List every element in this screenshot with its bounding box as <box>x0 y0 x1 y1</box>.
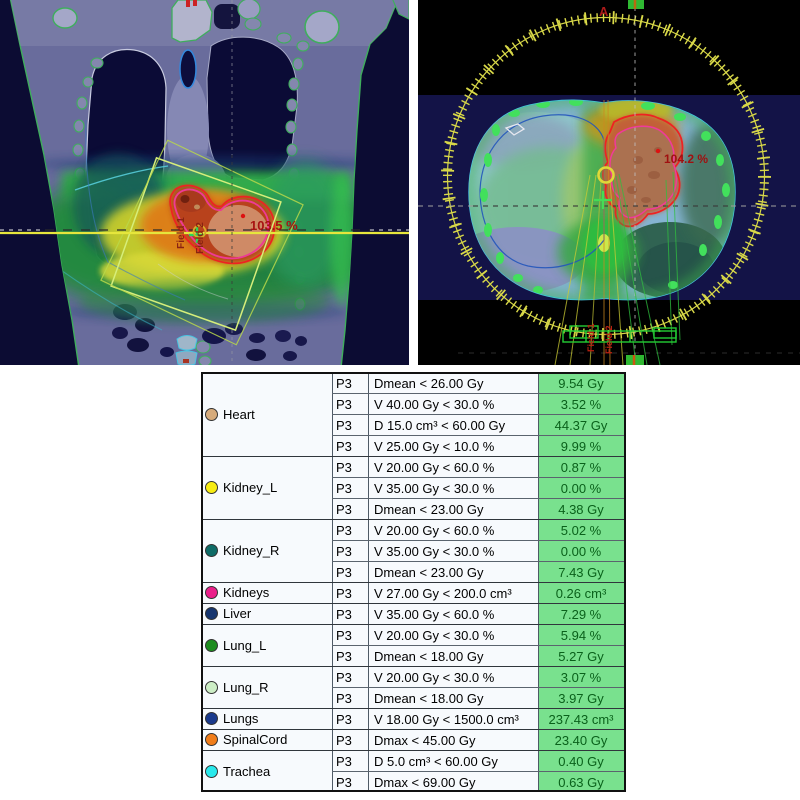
svg-text:Field 1: Field 1 <box>176 217 187 249</box>
svg-text:Field 2: Field 2 <box>195 222 206 254</box>
svg-text:A: A <box>599 4 609 19</box>
svg-text:Field 2: Field 2 <box>604 325 614 354</box>
svg-text:104.2 %: 104.2 % <box>664 152 708 166</box>
svg-text:103.5 %: 103.5 % <box>250 218 298 233</box>
svg-text:Field 1: Field 1 <box>586 323 596 352</box>
